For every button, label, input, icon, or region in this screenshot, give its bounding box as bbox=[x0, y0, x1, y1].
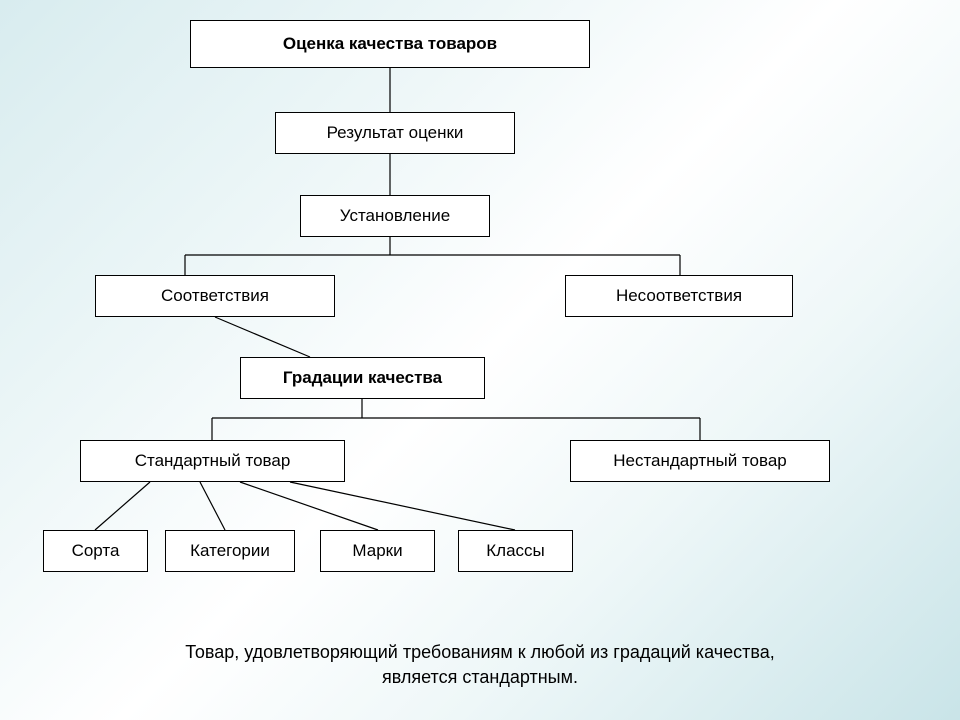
footer-line2: является стандартным. bbox=[382, 667, 578, 687]
node-n1: Оценка качества товаров bbox=[190, 20, 590, 68]
node-n10: Категории bbox=[165, 530, 295, 572]
node-n7: Стандартный товар bbox=[80, 440, 345, 482]
edge-12 bbox=[200, 482, 225, 530]
node-n4: Соответствия bbox=[95, 275, 335, 317]
node-n2: Результат оценки bbox=[275, 112, 515, 154]
edge-14 bbox=[290, 482, 515, 530]
node-n3: Установление bbox=[300, 195, 490, 237]
edge-13 bbox=[240, 482, 378, 530]
footer-line1: Товар, удовлетворяющий требованиям к люб… bbox=[185, 642, 774, 662]
edge-11 bbox=[95, 482, 150, 530]
footer-text: Товар, удовлетворяющий требованиям к люб… bbox=[0, 640, 960, 690]
node-n5: Несоответствия bbox=[565, 275, 793, 317]
node-n6: Градации качества bbox=[240, 357, 485, 399]
node-n11: Марки bbox=[320, 530, 435, 572]
node-n12: Классы bbox=[458, 530, 573, 572]
node-n9: Сорта bbox=[43, 530, 148, 572]
edge-6 bbox=[215, 317, 310, 357]
node-n8: Нестандартный товар bbox=[570, 440, 830, 482]
